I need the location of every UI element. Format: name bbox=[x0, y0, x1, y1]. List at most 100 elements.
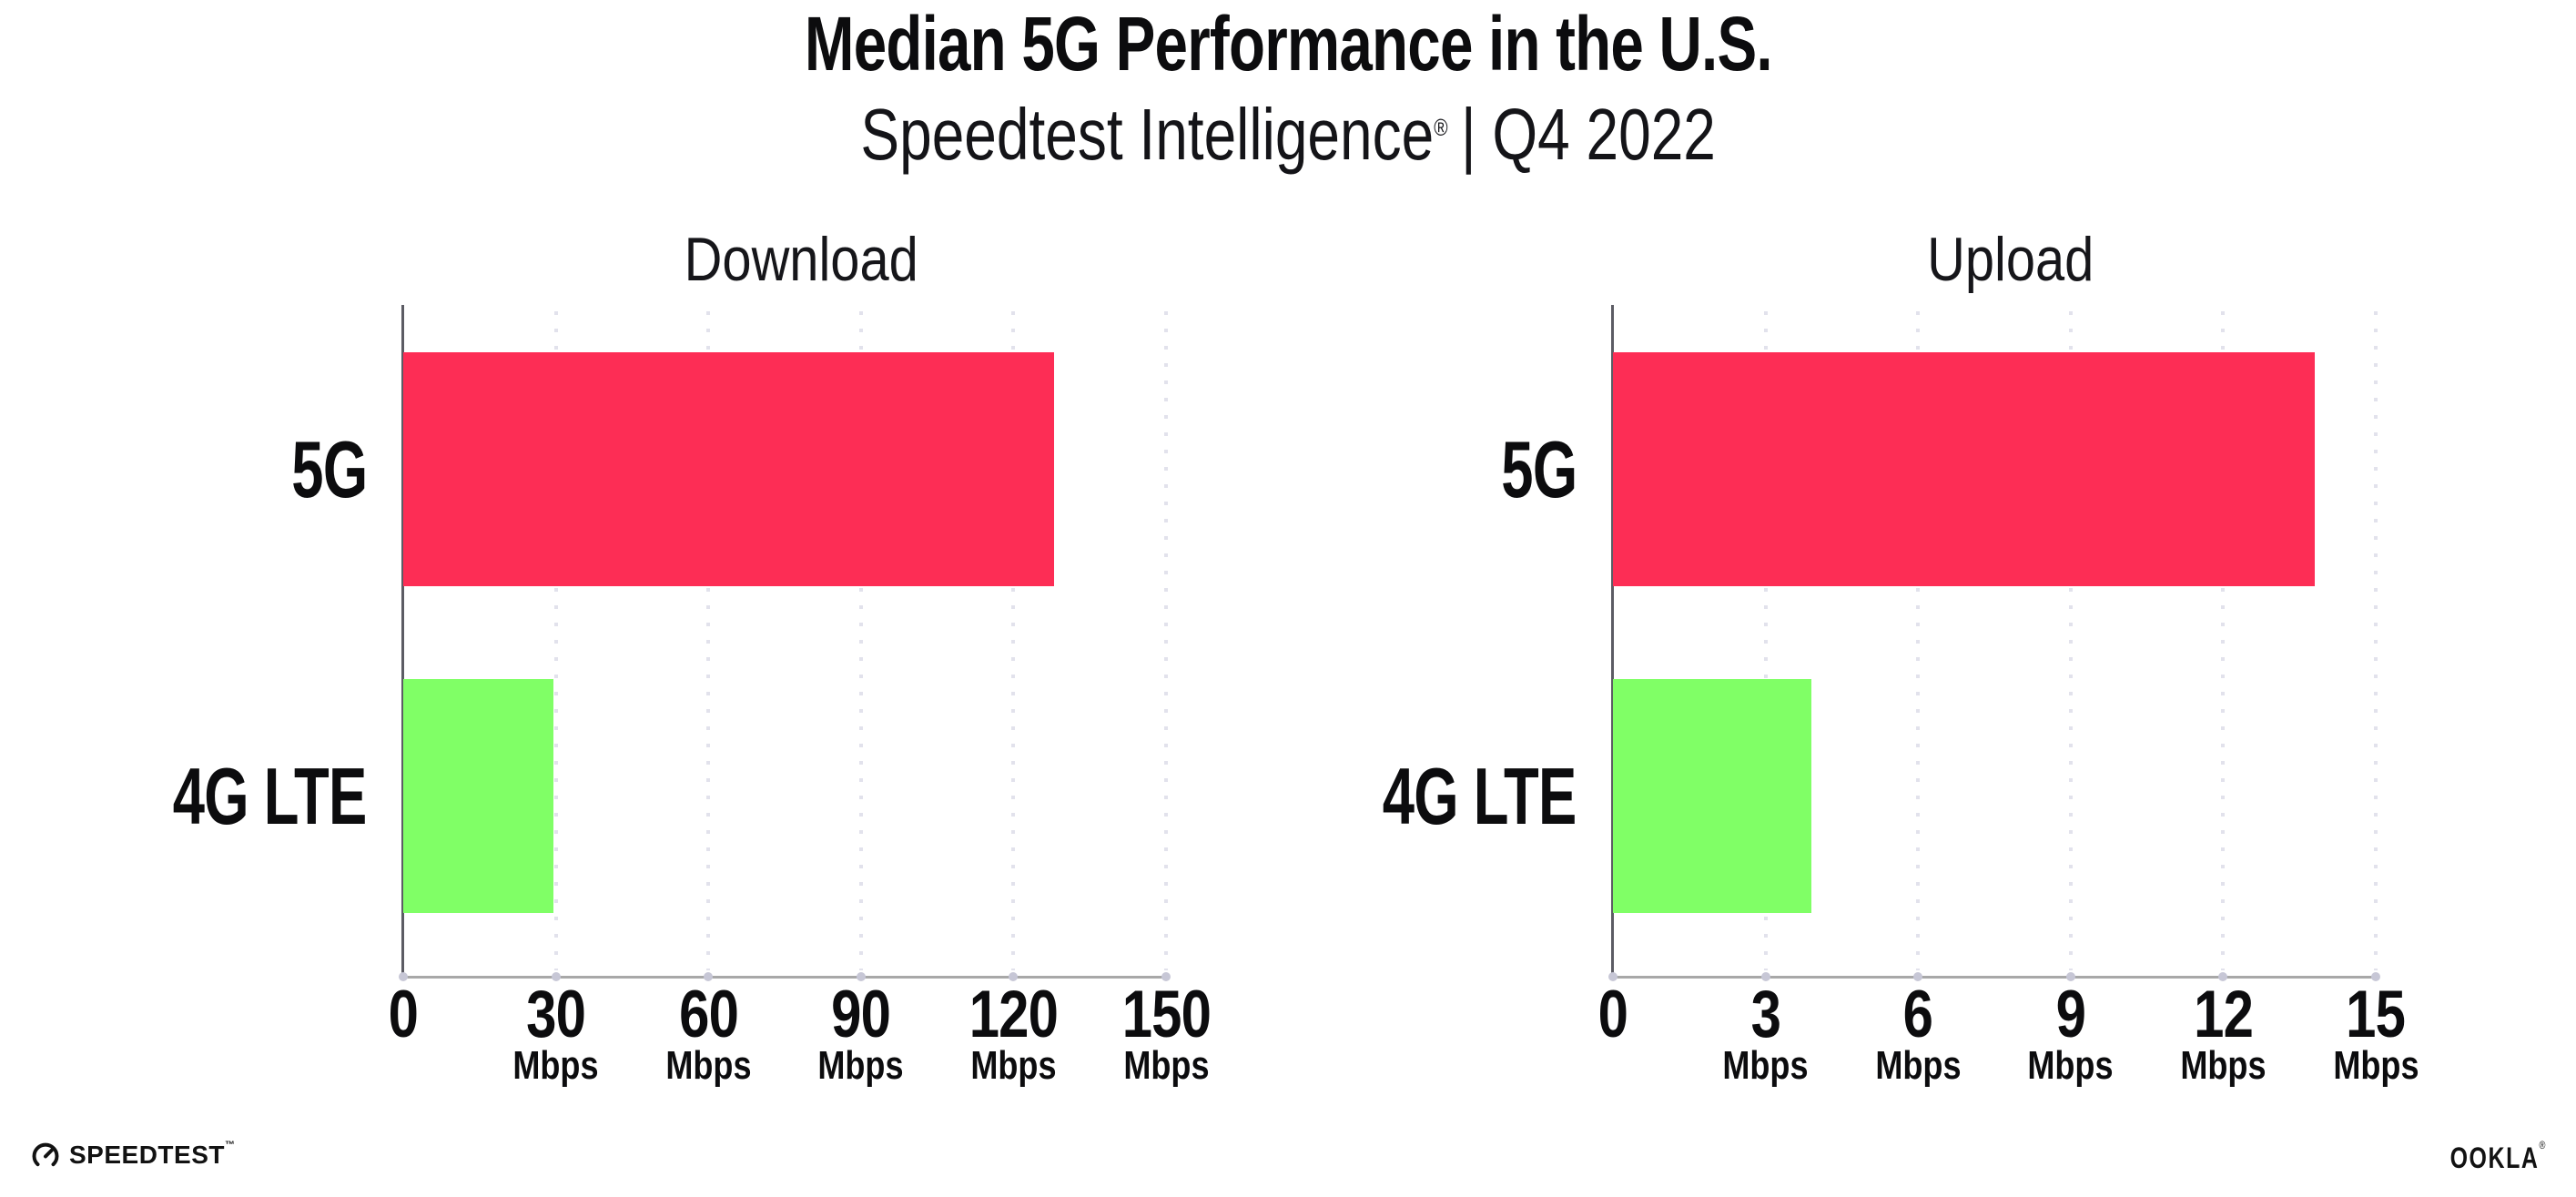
chart-subtitle-text: Speedtest Intelligence® | Q4 2022 bbox=[860, 93, 1715, 177]
x-tick-unit: Mbps bbox=[2267, 1044, 2485, 1088]
category-label-text: 4G LTE bbox=[173, 750, 367, 841]
axis-tick-dot bbox=[1009, 972, 1019, 981]
x-tick-unit: Mbps bbox=[1809, 1044, 2027, 1088]
y-axis-line bbox=[401, 305, 404, 979]
x-tick-unit: Mbps bbox=[447, 1044, 665, 1088]
ookla-wordmark-text: OOKLA bbox=[2449, 1141, 2540, 1174]
panel-title-upload: Upload bbox=[1629, 224, 2392, 295]
axis-tick-dot bbox=[2065, 972, 2075, 981]
gridline bbox=[2068, 311, 2073, 970]
category-label: 4G LTE bbox=[1103, 750, 1577, 841]
ookla-logo: OOKLA® bbox=[2423, 1139, 2545, 1175]
x-tick-label: 0 bbox=[1504, 979, 1722, 1050]
panel-title-text: Upload bbox=[1927, 225, 2094, 294]
axis-tick-dot bbox=[2371, 972, 2380, 981]
x-tick-value: 6 bbox=[1902, 978, 1933, 1051]
speedtest-logo: SPEEDTEST™ bbox=[30, 1140, 235, 1171]
x-tick-unit-text: Mbps bbox=[665, 1043, 752, 1088]
axis-tick-dot bbox=[551, 972, 561, 981]
x-tick-label: 150 bbox=[1057, 979, 1275, 1050]
x-tick-label: 60 bbox=[599, 979, 817, 1050]
subtitle-period: | Q4 2022 bbox=[1460, 94, 1716, 175]
x-tick-unit-text: Mbps bbox=[512, 1043, 599, 1088]
x-tick-value: 90 bbox=[831, 978, 891, 1051]
category-label: 4G LTE bbox=[0, 750, 367, 841]
x-tick-value: 120 bbox=[969, 978, 1059, 1051]
x-tick-label: 120 bbox=[904, 979, 1122, 1050]
x-tick-label: 12 bbox=[2114, 979, 2332, 1050]
panel-title-download: Download bbox=[420, 224, 1182, 295]
x-tick-unit-text: Mbps bbox=[817, 1043, 904, 1088]
x-tick-value: 30 bbox=[526, 978, 586, 1051]
bar-4g-lte-download bbox=[403, 679, 553, 913]
x-tick-unit-text: Mbps bbox=[2027, 1043, 2114, 1088]
x-tick-unit-text: Mbps bbox=[2180, 1043, 2267, 1088]
registered-symbol-icon: ® bbox=[2539, 1139, 2545, 1151]
category-label-text: 5G bbox=[1500, 423, 1577, 514]
bar-5g-download bbox=[403, 352, 1055, 586]
gridline bbox=[1763, 311, 1768, 970]
speedtest-wordmark-text: SPEEDTEST bbox=[69, 1141, 225, 1169]
axis-tick-dot bbox=[1760, 972, 1770, 981]
x-tick-label: 3 bbox=[1657, 979, 1875, 1050]
axis-tick-dot bbox=[704, 972, 714, 981]
trademark-symbol-icon: ™ bbox=[224, 1140, 236, 1151]
x-tick-label: 0 bbox=[294, 979, 512, 1050]
axis-tick-dot bbox=[399, 972, 408, 981]
x-tick-value: 3 bbox=[1750, 978, 1780, 1051]
x-tick-label: 15 bbox=[2267, 979, 2485, 1050]
x-tick-value: 12 bbox=[2193, 978, 2254, 1051]
speedtest-gauge-icon bbox=[32, 1142, 59, 1167]
axis-tick-dot bbox=[2218, 972, 2228, 981]
gridline bbox=[1164, 311, 1168, 970]
x-tick-unit: Mbps bbox=[2114, 1044, 2332, 1088]
chart-subtitle: Speedtest Intelligence® | Q4 2022 bbox=[0, 93, 2576, 177]
registered-trademark-icon: ® bbox=[1434, 114, 1448, 141]
x-tick-label: 30 bbox=[447, 979, 665, 1050]
x-axis-line bbox=[1610, 976, 2378, 979]
category-label: 5G bbox=[0, 423, 368, 514]
category-label: 5G bbox=[1103, 423, 1577, 514]
gridline bbox=[2374, 311, 2378, 970]
category-label-text: 4G LTE bbox=[1383, 750, 1577, 841]
x-tick-unit: Mbps bbox=[1057, 1044, 1275, 1088]
panel-title-text: Download bbox=[684, 225, 918, 294]
x-tick-value: 9 bbox=[2055, 978, 2086, 1051]
chart-title: Median 5G Performance in the U.S. bbox=[0, 4, 2576, 84]
x-tick-label: 9 bbox=[1962, 979, 2180, 1050]
category-label-text: 5G bbox=[290, 423, 368, 514]
chart-title-text: Median 5G Performance in the U.S. bbox=[804, 1, 1773, 86]
x-tick-unit-text: Mbps bbox=[1722, 1043, 1809, 1088]
subtitle-brand: Speedtest Intelligence bbox=[860, 94, 1435, 175]
bar-5g-upload bbox=[1613, 352, 2315, 586]
x-tick-unit-text: Mbps bbox=[2332, 1043, 2419, 1088]
x-tick-unit: Mbps bbox=[1657, 1044, 1875, 1088]
x-tick-unit: Mbps bbox=[1962, 1044, 2180, 1088]
x-tick-unit-text: Mbps bbox=[970, 1043, 1057, 1088]
gridline bbox=[2221, 311, 2226, 970]
x-axis-line bbox=[401, 976, 1169, 979]
gridline bbox=[1916, 311, 1921, 970]
axis-tick-dot bbox=[1161, 972, 1171, 981]
x-tick-unit-text: Mbps bbox=[1122, 1043, 1210, 1088]
y-axis-line bbox=[1611, 305, 1614, 979]
axis-tick-dot bbox=[1913, 972, 1923, 981]
gridline bbox=[706, 311, 711, 970]
axis-tick-dot bbox=[1608, 972, 1618, 981]
x-tick-label: 90 bbox=[752, 979, 970, 1050]
gridline bbox=[858, 311, 863, 970]
x-tick-unit: Mbps bbox=[904, 1044, 1122, 1088]
x-tick-label: 6 bbox=[1809, 979, 2027, 1050]
gridline bbox=[553, 311, 558, 970]
bar-4g-lte-upload bbox=[1613, 679, 1811, 913]
speedtest-wordmark: SPEEDTEST™ bbox=[69, 1140, 236, 1170]
x-tick-value: 0 bbox=[388, 978, 419, 1051]
x-tick-unit-text: Mbps bbox=[1875, 1043, 1962, 1088]
x-tick-value: 0 bbox=[1597, 978, 1628, 1051]
x-tick-value: 15 bbox=[2346, 978, 2407, 1051]
x-tick-value: 60 bbox=[678, 978, 739, 1051]
gridline bbox=[1011, 311, 1016, 970]
x-tick-unit: Mbps bbox=[752, 1044, 970, 1088]
x-tick-unit: Mbps bbox=[599, 1044, 817, 1088]
